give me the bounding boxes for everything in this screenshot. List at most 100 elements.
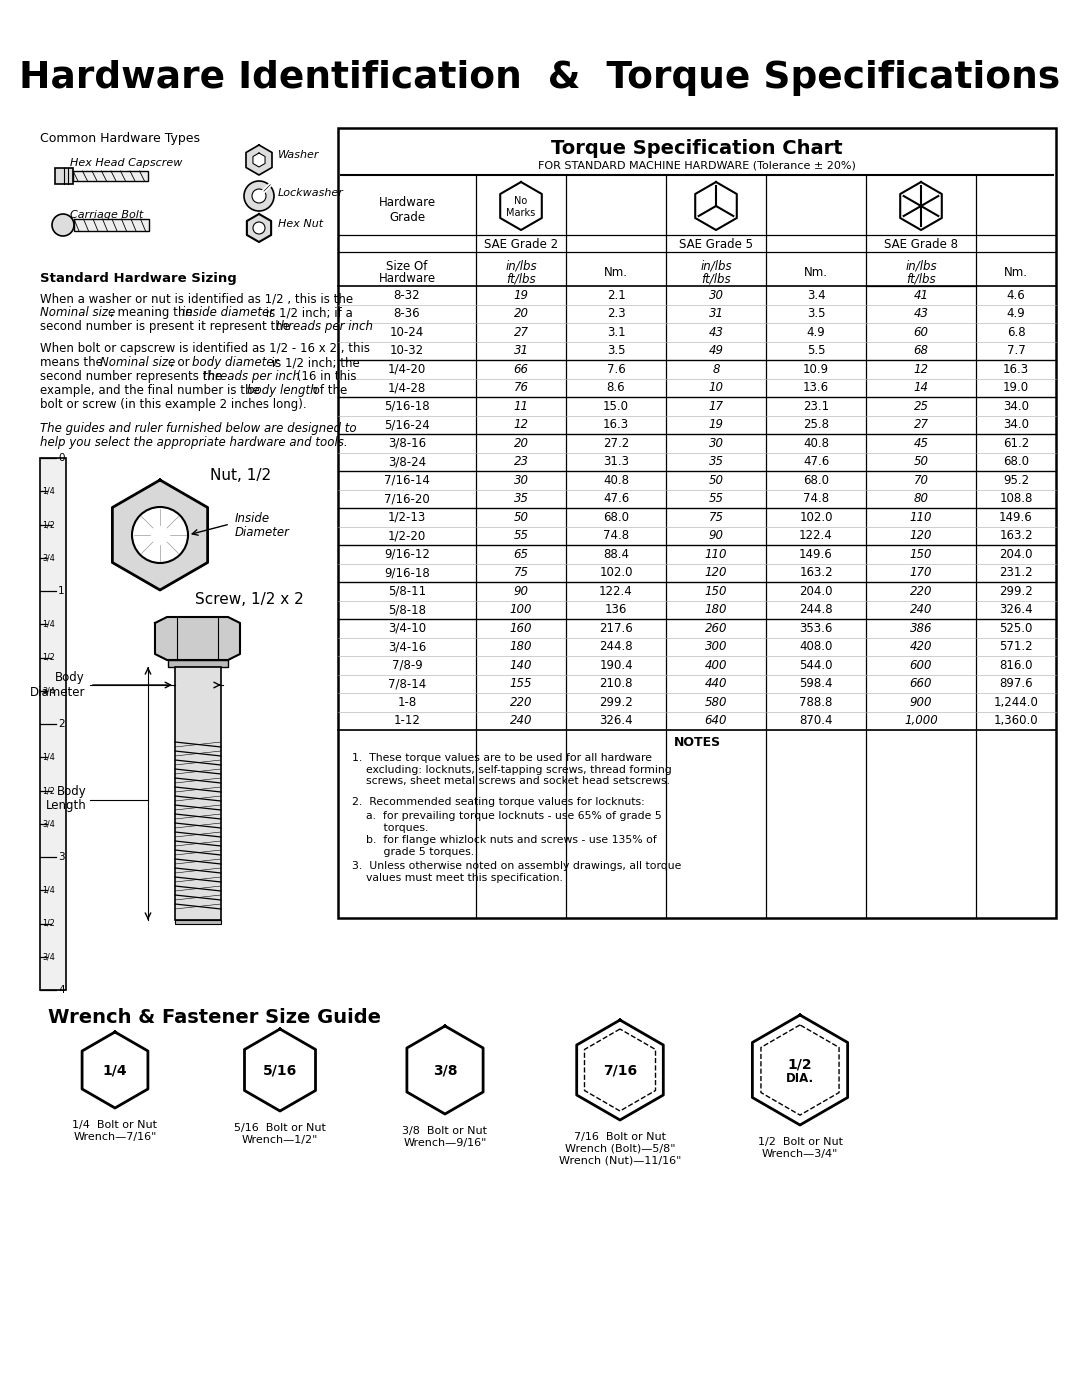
Text: Washer: Washer: [278, 149, 320, 161]
Text: 7.7: 7.7: [1007, 344, 1025, 358]
Text: Nut, 1/2: Nut, 1/2: [210, 468, 271, 483]
Text: 10: 10: [708, 381, 724, 394]
Text: 8-32: 8-32: [394, 289, 420, 302]
Text: When bolt or capscrew is identified as 1/2 - 16 x 2 , this: When bolt or capscrew is identified as 1…: [40, 342, 370, 355]
Text: Body: Body: [55, 672, 85, 685]
Text: 150: 150: [909, 548, 932, 560]
Text: inside diameter: inside diameter: [183, 306, 274, 319]
Circle shape: [252, 189, 266, 203]
Text: Marks: Marks: [507, 208, 536, 218]
Text: 163.2: 163.2: [799, 566, 833, 580]
Text: Nm.: Nm.: [1004, 265, 1028, 278]
Circle shape: [253, 222, 265, 235]
Text: 3.5: 3.5: [807, 307, 825, 320]
Text: in/lbs: in/lbs: [905, 260, 936, 272]
Text: 326.4: 326.4: [999, 604, 1032, 616]
Text: 4.9: 4.9: [807, 326, 825, 338]
Text: 47.6: 47.6: [603, 492, 630, 506]
Text: 1,000: 1,000: [904, 714, 937, 728]
Text: 100: 100: [510, 604, 532, 616]
Text: 12: 12: [914, 363, 929, 376]
Text: 14: 14: [914, 381, 929, 394]
Text: 1/2: 1/2: [42, 919, 55, 928]
Text: (16 in this: (16 in this: [293, 370, 356, 383]
Bar: [338, 129, 1056, 918]
Text: 204.0: 204.0: [799, 585, 833, 598]
Text: 1/2: 1/2: [42, 652, 55, 662]
Text: Hex Nut: Hex Nut: [278, 219, 323, 229]
Text: 19: 19: [513, 289, 528, 302]
Text: 180: 180: [705, 604, 727, 616]
Text: 88.4: 88.4: [603, 548, 629, 560]
Text: 35: 35: [513, 492, 528, 506]
Text: 19.0: 19.0: [1003, 381, 1029, 394]
Text: 300: 300: [705, 640, 727, 654]
Text: 122.4: 122.4: [599, 585, 633, 598]
Text: 95.2: 95.2: [1003, 474, 1029, 486]
Text: 1/4: 1/4: [42, 753, 55, 761]
Text: 210.8: 210.8: [599, 678, 633, 690]
Text: 68.0: 68.0: [804, 474, 829, 486]
Text: threads per inch: threads per inch: [276, 320, 373, 332]
Text: 120: 120: [909, 529, 932, 542]
Text: 900: 900: [909, 696, 932, 708]
Text: 408.0: 408.0: [799, 640, 833, 654]
Text: ft/lbs: ft/lbs: [701, 272, 731, 285]
Text: 7.6: 7.6: [607, 363, 625, 376]
Text: 34.0: 34.0: [1003, 400, 1029, 412]
Text: Diameter: Diameter: [235, 525, 291, 538]
Polygon shape: [407, 1025, 483, 1113]
Text: 1/2: 1/2: [787, 1058, 812, 1071]
Text: 16.3: 16.3: [603, 418, 629, 432]
Bar: [73, 170, 148, 182]
Bar: [55, 168, 73, 184]
Text: 7/16-14: 7/16-14: [384, 474, 430, 486]
Text: 45: 45: [914, 437, 929, 450]
Text: is 1/2 inch; the: is 1/2 inch; the: [268, 356, 360, 369]
Polygon shape: [112, 481, 207, 590]
Text: SAE Grade 8: SAE Grade 8: [885, 237, 958, 250]
Text: 75: 75: [708, 511, 724, 524]
Text: 7/16-20: 7/16-20: [384, 492, 430, 506]
Text: in/lbs: in/lbs: [700, 260, 732, 272]
Text: 30: 30: [708, 437, 724, 450]
Text: body length: body length: [247, 384, 318, 397]
Text: 55: 55: [708, 492, 724, 506]
Text: 870.4: 870.4: [799, 714, 833, 728]
Text: 9/16-18: 9/16-18: [384, 566, 430, 580]
Text: 420: 420: [909, 640, 932, 654]
Text: 299.2: 299.2: [999, 585, 1032, 598]
Text: 70: 70: [914, 474, 929, 486]
Text: Hardware
Grade: Hardware Grade: [378, 196, 435, 224]
Text: second number is present it represent the: second number is present it represent th…: [40, 320, 294, 332]
Text: 5/16: 5/16: [262, 1063, 297, 1077]
Text: DIA.: DIA.: [786, 1073, 814, 1085]
Text: No: No: [514, 196, 528, 205]
Text: 1-12: 1-12: [393, 714, 420, 728]
Text: means the: means the: [40, 356, 107, 369]
Text: body diameter: body diameter: [192, 356, 279, 369]
Text: SAE Grade 5: SAE Grade 5: [679, 237, 753, 250]
Text: 3.  Unless otherwise noted on assembly drawings, all torque
    values must meet: 3. Unless otherwise noted on assembly dr…: [352, 861, 681, 883]
Text: Standard Hardware Sizing: Standard Hardware Sizing: [40, 272, 237, 285]
Text: 1/2: 1/2: [42, 520, 55, 529]
Polygon shape: [696, 182, 737, 231]
Polygon shape: [253, 154, 265, 168]
Text: 897.6: 897.6: [999, 678, 1032, 690]
Text: 600: 600: [909, 659, 932, 672]
Text: FOR STANDARD MACHINE HARDWARE (Tolerance ± 20%): FOR STANDARD MACHINE HARDWARE (Tolerance…: [538, 161, 856, 170]
Text: 50: 50: [708, 474, 724, 486]
Text: 5/16-24: 5/16-24: [384, 418, 430, 432]
Text: 260: 260: [705, 622, 727, 634]
Text: Screw, 1/2 x 2: Screw, 1/2 x 2: [195, 592, 303, 608]
Text: is 1/2 inch; if a: is 1/2 inch; if a: [262, 306, 353, 319]
Text: 2: 2: [58, 719, 65, 729]
Text: Inside: Inside: [235, 511, 270, 524]
Text: 49: 49: [708, 344, 724, 358]
Text: 23.1: 23.1: [802, 400, 829, 412]
Text: 155: 155: [510, 678, 532, 690]
Text: 10-32: 10-32: [390, 344, 424, 358]
Polygon shape: [82, 1032, 148, 1108]
Text: 220: 220: [909, 585, 932, 598]
Text: 2.  Recommended seating torque values for locknuts:: 2. Recommended seating torque values for…: [352, 798, 645, 807]
